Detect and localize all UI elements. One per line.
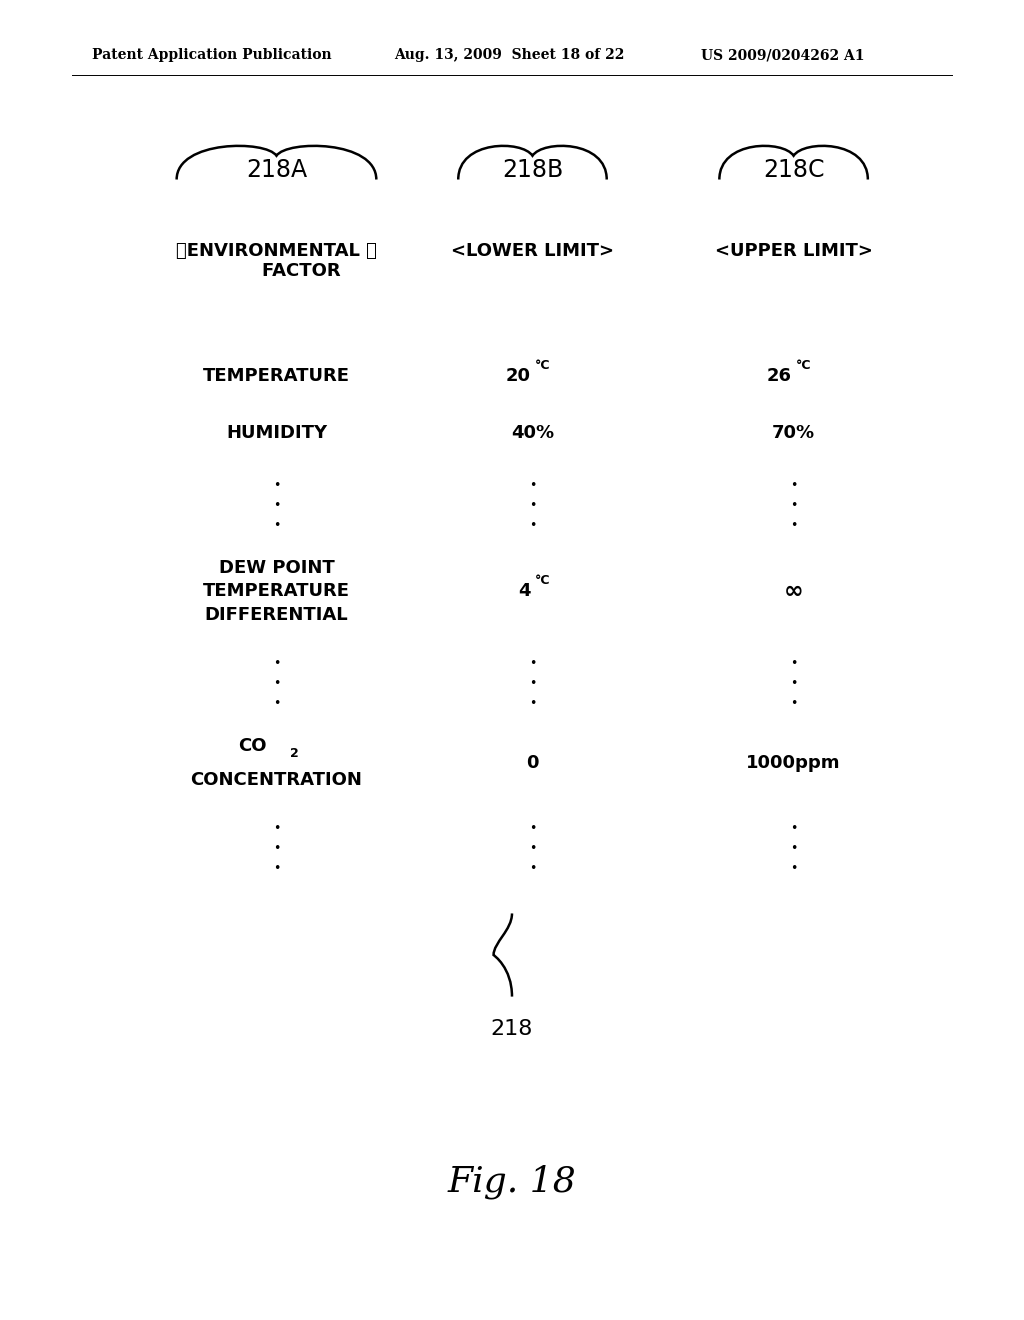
Text: •: • <box>790 499 798 512</box>
Text: 40%: 40% <box>511 424 554 442</box>
Text: CO: CO <box>238 737 266 755</box>
Text: •: • <box>790 657 798 671</box>
Text: •: • <box>272 677 281 690</box>
Text: Fig. 18: Fig. 18 <box>447 1164 577 1199</box>
Text: 〈ENVIRONMENTAL 〉
        FACTOR: 〈ENVIRONMENTAL 〉 FACTOR <box>176 242 377 280</box>
Text: 218A: 218A <box>246 158 307 182</box>
Text: •: • <box>790 677 798 690</box>
Text: •: • <box>790 842 798 855</box>
Text: Patent Application Publication: Patent Application Publication <box>92 49 332 62</box>
Text: •: • <box>272 697 281 710</box>
Text: 26: 26 <box>767 367 792 385</box>
Text: •: • <box>528 657 537 671</box>
Text: HUMIDITY: HUMIDITY <box>226 424 327 442</box>
Text: •: • <box>272 479 281 492</box>
Text: 4: 4 <box>518 582 530 601</box>
Text: •: • <box>790 862 798 875</box>
Text: °C: °C <box>535 574 550 587</box>
Text: 218C: 218C <box>763 158 824 182</box>
Text: •: • <box>272 822 281 836</box>
Text: DEW POINT
TEMPERATURE
DIFFERENTIAL: DEW POINT TEMPERATURE DIFFERENTIAL <box>203 558 350 624</box>
Text: •: • <box>528 519 537 532</box>
Text: CONCENTRATION: CONCENTRATION <box>190 771 362 789</box>
Text: •: • <box>790 697 798 710</box>
Text: •: • <box>528 862 537 875</box>
Text: 218: 218 <box>490 1019 534 1039</box>
Text: •: • <box>528 499 537 512</box>
Text: •: • <box>528 822 537 836</box>
Text: ∞: ∞ <box>783 579 804 603</box>
Text: 70%: 70% <box>772 424 815 442</box>
Text: •: • <box>272 519 281 532</box>
Text: 1000ppm: 1000ppm <box>746 754 841 772</box>
Text: <UPPER LIMIT>: <UPPER LIMIT> <box>715 242 872 260</box>
Text: °C: °C <box>796 359 811 372</box>
Text: <LOWER LIMIT>: <LOWER LIMIT> <box>451 242 614 260</box>
Text: •: • <box>790 822 798 836</box>
Text: °C: °C <box>535 359 550 372</box>
Text: •: • <box>790 479 798 492</box>
Text: TEMPERATURE: TEMPERATURE <box>203 367 350 385</box>
Text: 20: 20 <box>506 367 530 385</box>
Text: •: • <box>528 479 537 492</box>
Text: •: • <box>272 862 281 875</box>
Text: •: • <box>272 499 281 512</box>
Text: US 2009/0204262 A1: US 2009/0204262 A1 <box>701 49 865 62</box>
Text: •: • <box>272 842 281 855</box>
Text: 218B: 218B <box>502 158 563 182</box>
Text: Aug. 13, 2009  Sheet 18 of 22: Aug. 13, 2009 Sheet 18 of 22 <box>394 49 625 62</box>
Text: •: • <box>272 657 281 671</box>
Text: 2: 2 <box>290 747 299 760</box>
Text: 0: 0 <box>526 754 539 772</box>
Text: •: • <box>528 697 537 710</box>
Text: •: • <box>528 677 537 690</box>
Text: •: • <box>528 842 537 855</box>
Text: •: • <box>790 519 798 532</box>
